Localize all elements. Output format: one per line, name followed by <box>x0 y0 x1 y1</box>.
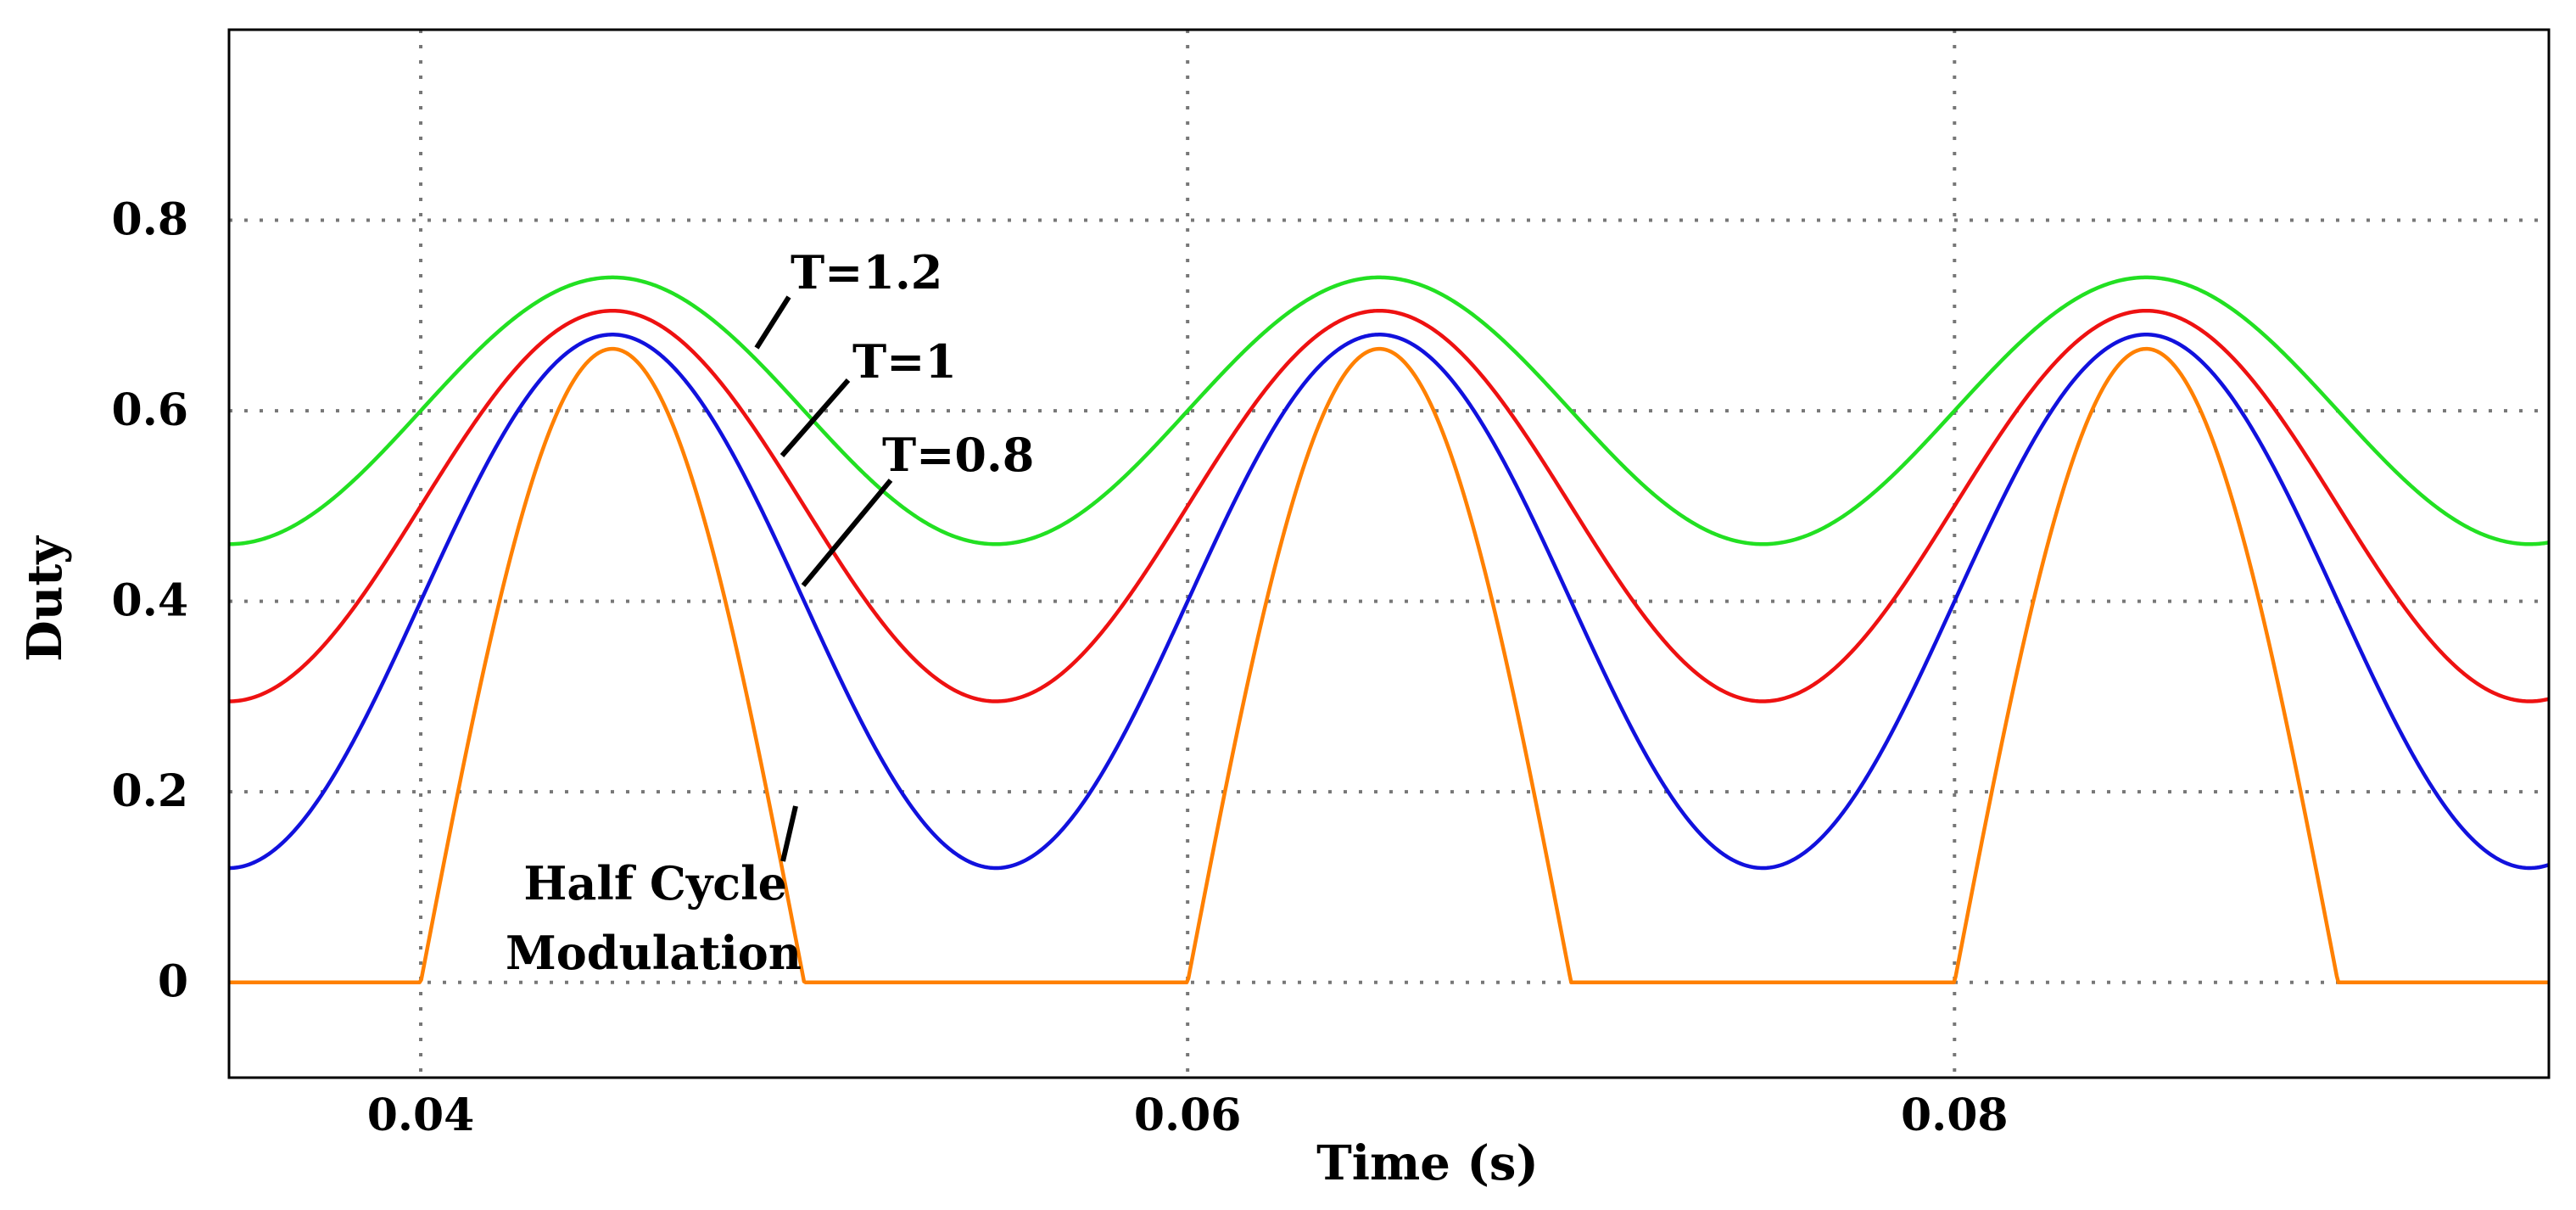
annotation-t08: T=0.8 <box>801 428 1034 587</box>
x-tick-label: 0.04 <box>367 1090 475 1141</box>
grid <box>229 30 2549 1078</box>
leader-t08 <box>801 479 893 587</box>
leader-t12 <box>754 295 791 350</box>
leader-half-cycle <box>780 805 798 862</box>
series-line-t-1-2 <box>228 275 2550 546</box>
annotation-half-cycle: Half Cycle Modulation <box>506 805 802 980</box>
label-t12: T=1.2 <box>791 245 942 300</box>
label-half-cycle-line1: Half Cycle <box>523 856 787 910</box>
plot-background <box>229 30 2549 1078</box>
label-t1: T=1 <box>852 334 957 389</box>
series-group <box>228 275 2550 984</box>
label-half-cycle-line2: Modulation <box>506 926 802 980</box>
series-line-half-cycle-modulation <box>228 346 2550 984</box>
tick-labels: 0.04 0.06 0.08 0 0.2 0.4 0.6 0.8 <box>112 194 2009 1141</box>
plot-frame <box>227 28 2551 1079</box>
y-tick-label: 0.6 <box>112 384 188 436</box>
series-line-t-0-8 <box>228 333 2550 871</box>
y-tick-label: 0.2 <box>112 765 188 817</box>
y-axis-title: Duty <box>17 535 73 662</box>
leader-t1 <box>780 378 851 457</box>
annotation-t12: T=1.2 <box>754 245 942 350</box>
y-tick-label: 0.8 <box>112 194 188 246</box>
series-line-t-1 <box>228 308 2550 703</box>
annotation-t1: T=1 <box>780 334 957 457</box>
y-tick-label: 0.4 <box>112 575 188 627</box>
x-axis-title: Time (s) <box>1316 1135 1539 1191</box>
x-tick-label: 0.08 <box>1901 1090 2009 1141</box>
y-tick-label: 0 <box>158 956 188 1008</box>
x-tick-label: 0.06 <box>1134 1090 1242 1141</box>
label-t08: T=0.8 <box>882 428 1034 482</box>
